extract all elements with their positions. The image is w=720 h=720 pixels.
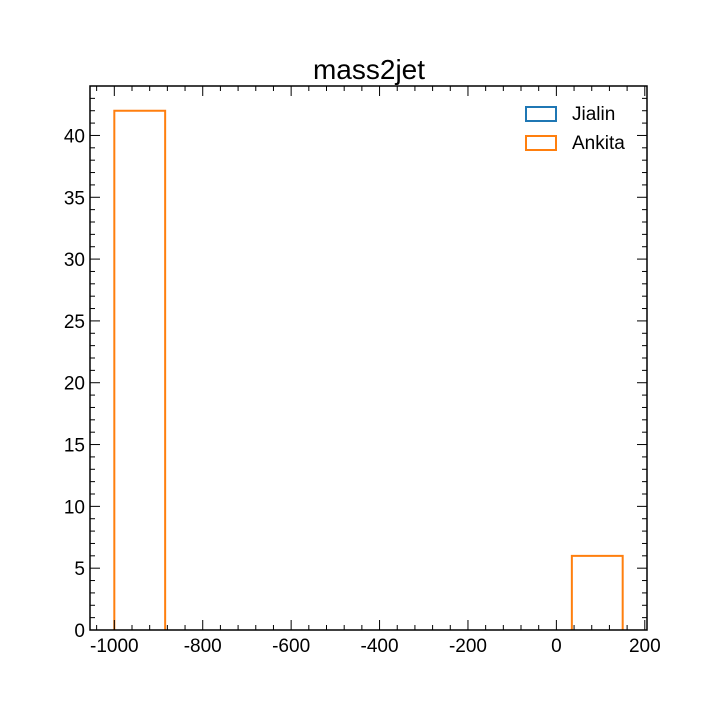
x-tick-label: 200 — [629, 636, 661, 657]
axis-tick-labels: -1000 -800 -600 -400 -200 0 200 0 5 10 15 20 25 30 35 4… — [64, 126, 661, 657]
plot-frame — [89, 85, 648, 631]
y-tick-label: 5 — [74, 559, 85, 580]
x-tick-label: -400 — [361, 636, 399, 657]
chart-title: mass2jet — [313, 54, 425, 85]
legend-label: Jialin — [572, 104, 615, 125]
y-tick-label: 15 — [64, 436, 85, 457]
x-tick-label: -800 — [184, 636, 222, 657]
legend-swatch — [525, 106, 557, 122]
y-tick-label: 0 — [74, 621, 85, 642]
histogram-bars — [113, 109, 624, 630]
histogram-bar — [570, 554, 624, 630]
y-tick-label: 10 — [64, 497, 85, 518]
legend-swatch — [525, 135, 557, 151]
y-tick-label: 25 — [64, 312, 85, 333]
x-tick-label: -1000 — [90, 636, 139, 657]
y-tick-label: 35 — [64, 188, 85, 209]
legend-label: Ankita — [572, 133, 625, 154]
legend: Jialin Ankita — [525, 104, 625, 154]
y-tick-label: 40 — [64, 126, 85, 147]
x-tick-label: 0 — [551, 636, 562, 657]
y-tick-label: 30 — [64, 250, 85, 271]
x-tick-label: -600 — [272, 636, 310, 657]
histogram-bar — [113, 109, 167, 630]
axis-ticks — [90, 85, 647, 631]
x-tick-label: -200 — [449, 636, 487, 657]
y-tick-label: 20 — [64, 374, 85, 395]
